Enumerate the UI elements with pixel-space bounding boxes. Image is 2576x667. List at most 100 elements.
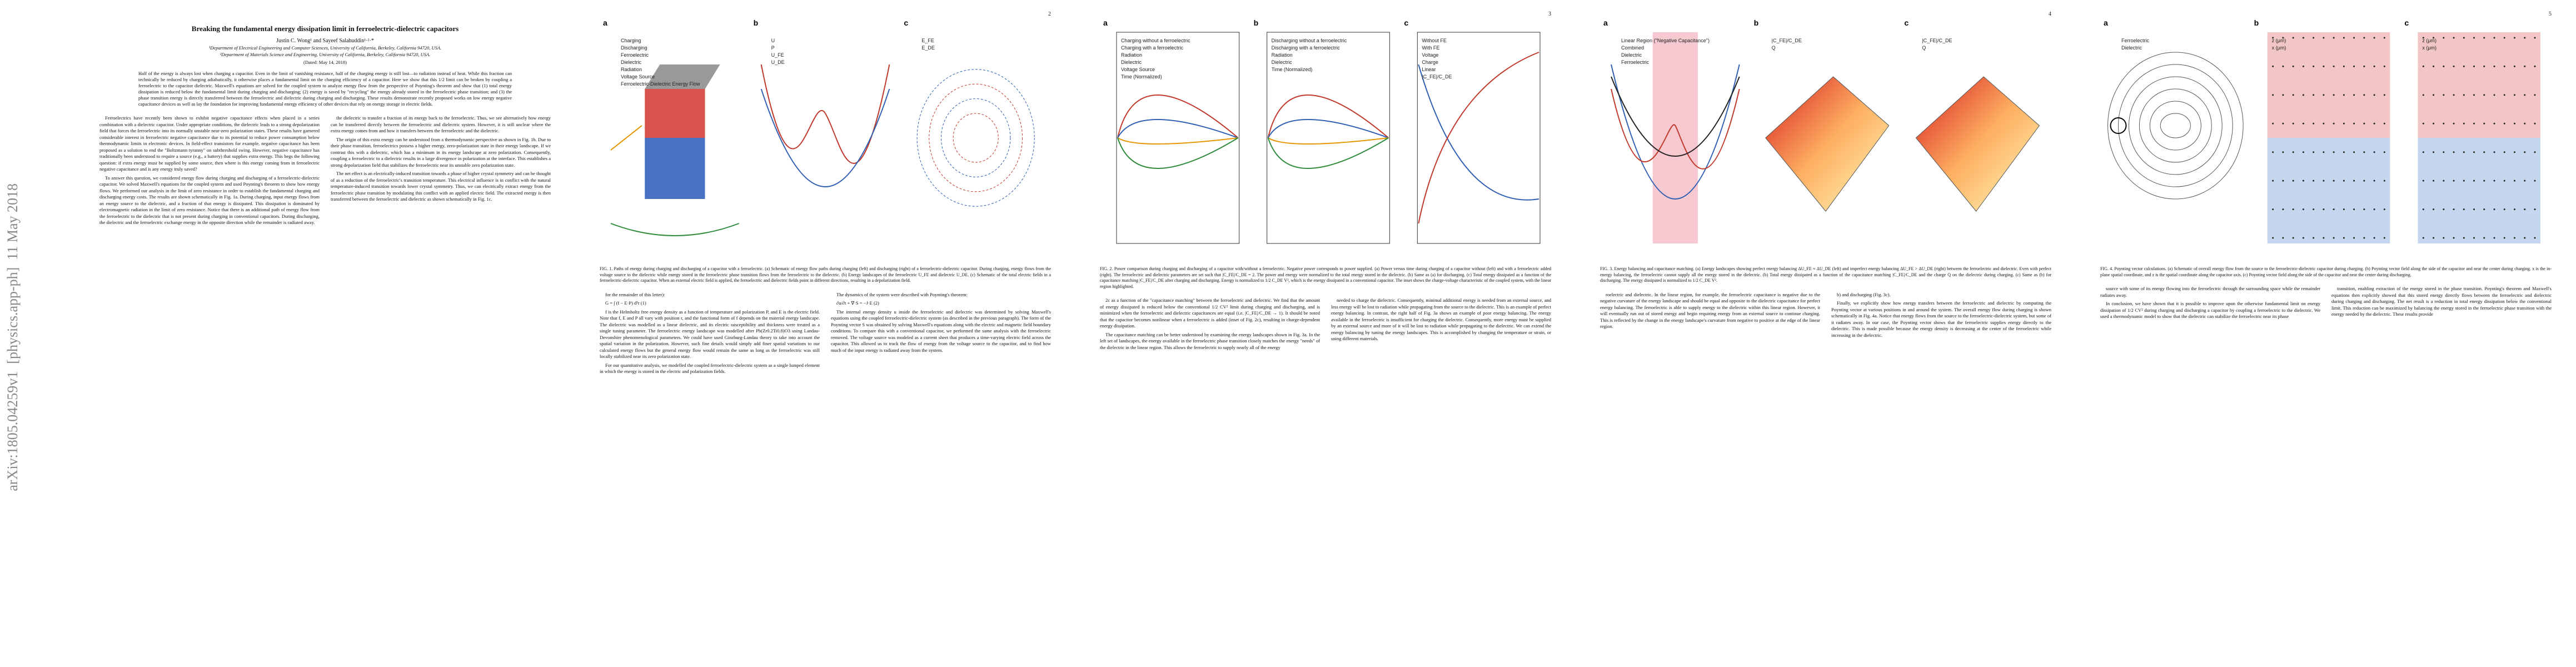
- text-columns: 2c as a function of the "capacitance mat…: [1100, 297, 1551, 353]
- figure-text: Ferroelectric-Dielectric Energy Flow: [621, 81, 700, 87]
- figure-text: Without FE: [1422, 38, 1447, 43]
- vector-dot: [2503, 180, 2505, 182]
- figure-text: Voltage Source: [621, 74, 655, 79]
- figure-text: E_FE: [921, 38, 934, 43]
- figure-text: |C_FE|/C_DE: [1422, 74, 1452, 79]
- vector-dot: [2363, 37, 2365, 39]
- vector-dot: [2463, 151, 2465, 153]
- column: transition, enabling extraction of the e…: [2331, 286, 2552, 322]
- surface: [1765, 76, 1890, 212]
- page: 2 a Charging Discharging Ferroelectric Dielec…: [575, 0, 1075, 667]
- vector-dot: [2534, 151, 2536, 153]
- paper-title: Breaking the fundamental energy dissipat…: [191, 24, 459, 33]
- flow-line: [2128, 76, 2223, 175]
- de-region: [2418, 138, 2540, 243]
- vector-dot: [2534, 208, 2536, 211]
- vector-dot: [2313, 151, 2315, 153]
- flow-line: [2117, 64, 2233, 187]
- vector-dot: [2373, 122, 2375, 125]
- vector-dot: [2433, 94, 2435, 96]
- vector-dot: [2302, 94, 2304, 96]
- panel: c |C_FE|/C_DE Q: [1904, 18, 2040, 212]
- vector-dot: [2433, 65, 2435, 67]
- column: the dielectric to transfer a fraction of…: [331, 115, 551, 228]
- vector-dot: [2272, 94, 2274, 96]
- vector-dot: [2524, 122, 2526, 125]
- vector-dot: [2534, 180, 2536, 182]
- vector-dot: [2373, 94, 2375, 96]
- figure-text: Discharging without a ferroelectric: [1272, 38, 1347, 43]
- panel-label: a: [2104, 18, 2108, 27]
- paragraph: To answer this question, we considered e…: [99, 175, 320, 226]
- vector-dot: [2343, 122, 2345, 125]
- vector-dot: [2483, 37, 2485, 39]
- vector-dot: [2534, 37, 2536, 39]
- vector-dot: [2422, 208, 2424, 211]
- panel-label: a: [1103, 18, 1108, 27]
- flow-line: [2107, 52, 2244, 200]
- curve: [1117, 94, 1239, 138]
- vector-dot: [2302, 180, 2304, 182]
- paragraph: 2c as a function of the "capacitance mat…: [1100, 297, 1320, 328]
- vector-dot: [2313, 122, 2315, 125]
- curve: [1418, 64, 1539, 201]
- vector-dot: [2373, 208, 2375, 211]
- vector-dot: [2292, 122, 2294, 125]
- figure-text: Discharging with a ferroelectric: [1272, 45, 1341, 51]
- vector-dot: [2363, 151, 2365, 153]
- curve: [1117, 119, 1239, 138]
- vector-dot: [2463, 37, 2465, 39]
- panel-label: b: [754, 18, 759, 27]
- curve: [760, 64, 890, 164]
- vector-dot: [2422, 37, 2424, 39]
- vector-dot: [2373, 37, 2375, 39]
- vector-dot: [2503, 65, 2505, 67]
- vector-dot: [2282, 65, 2284, 67]
- column: roelectric and dielectric. In the linear…: [1600, 292, 1820, 341]
- panel-label: c: [2404, 18, 2409, 27]
- vector-dot: [2363, 180, 2365, 182]
- paragraph: Ferroelectrics have recently been shown …: [99, 115, 320, 172]
- authors: Justin C. Wong¹ and Sayeef Salahuddin¹·²…: [276, 38, 374, 44]
- curve: [1267, 94, 1389, 138]
- paragraph: needed to charge the dielectric. Consequ…: [1331, 297, 1551, 341]
- figure-text: Radiation: [621, 67, 642, 72]
- panel: a Charging without a ferroelectric Chargin…: [1103, 18, 1240, 244]
- vector-dot: [2282, 151, 2284, 153]
- vector-dot: [2272, 180, 2274, 182]
- vector-dot: [2272, 208, 2274, 211]
- panel-label: c: [1404, 18, 1408, 27]
- curve: [1117, 137, 1239, 169]
- vector-dot: [2292, 94, 2294, 96]
- field-line: [940, 98, 1011, 177]
- vector-dot: [2493, 37, 2495, 39]
- vector-dot: [2463, 122, 2465, 125]
- vector-dot: [2503, 208, 2505, 211]
- vector-dot: [2313, 94, 2315, 96]
- paragraph: The dynamics of the system were describe…: [836, 291, 968, 297]
- vector-dot: [2302, 208, 2304, 211]
- vector-dot: [2534, 237, 2536, 239]
- page: 3 a Charging without a ferroelectric Chargi…: [1075, 0, 1576, 667]
- vector-dot: [2433, 208, 2435, 211]
- panel-label: a: [1603, 18, 1608, 27]
- vector-dot: [2443, 65, 2445, 67]
- curve: [1611, 64, 1740, 200]
- vector-dot: [2323, 37, 2325, 39]
- vector-dot: [2383, 208, 2385, 211]
- vector-dot: [2292, 208, 2294, 211]
- paragraph: the dielectric to transfer a fraction of…: [331, 115, 551, 133]
- vector-dot: [2473, 65, 2475, 67]
- vector-dot: [2302, 65, 2304, 67]
- vector-dot: [2433, 37, 2435, 39]
- vector-dot: [2383, 37, 2385, 39]
- vector-dot: [2383, 65, 2385, 67]
- figure: a Charging without a ferroelectric Chargin…: [1103, 18, 1541, 244]
- figure-caption: FIG. 4. Poynting vector calculations. (a…: [2100, 266, 2552, 277]
- vector-dot: [2524, 151, 2526, 153]
- vector-dot: [2353, 65, 2355, 67]
- ferroelectric-slab: [645, 89, 705, 138]
- vector-dot: [2323, 94, 2325, 96]
- vector-dot: [2443, 208, 2445, 211]
